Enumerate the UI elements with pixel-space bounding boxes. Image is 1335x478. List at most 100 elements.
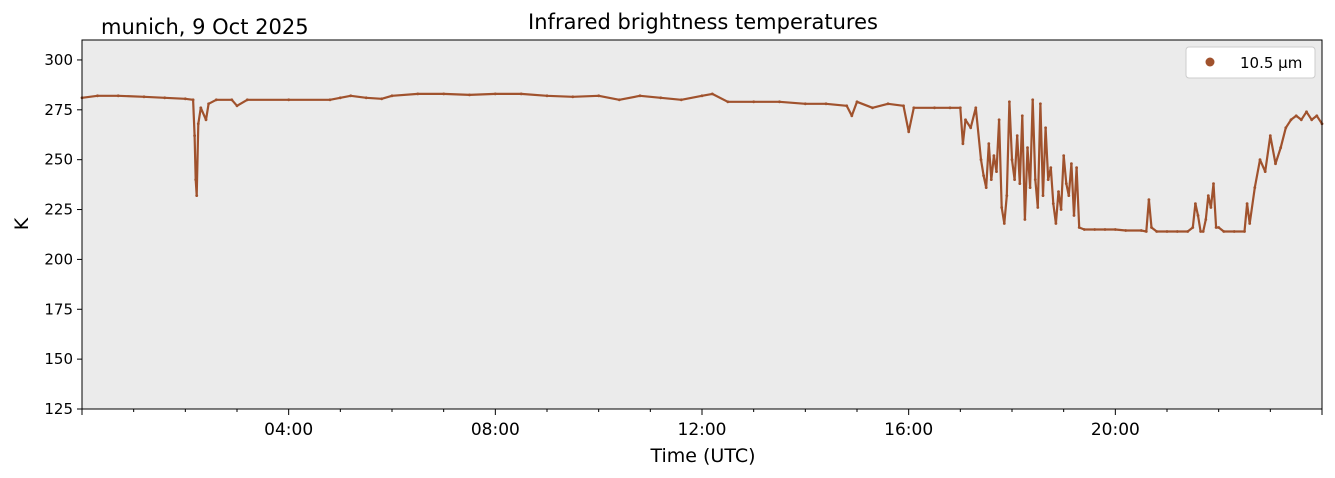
data-point [195,194,199,198]
legend-label: 10.5 µm [1240,54,1302,72]
data-point [1209,206,1213,209]
data-point [617,98,621,102]
data-point [1049,166,1053,170]
y-axis: 125 150 175 200 225 250 275 300 [44,51,82,418]
data-point [328,98,332,102]
data-point [1072,214,1076,217]
data-point [191,98,195,102]
data-point [1057,190,1060,194]
y-tick-label: 250 [44,151,73,169]
data-point [364,96,368,100]
data-point [1222,230,1226,233]
chart-title: Infrared brightness temperatures [528,10,878,34]
data-point [1000,206,1004,209]
data-point [142,95,146,99]
data-point [974,106,978,110]
data-point [1248,222,1252,225]
data-point [1028,186,1032,190]
data-point [287,98,291,102]
data-point [1147,198,1151,202]
data-point [230,98,234,102]
data-point [886,102,890,106]
data-point [1186,230,1190,233]
data-point [1214,226,1218,229]
data-point [907,130,911,134]
data-point [214,98,218,102]
data-point [1299,118,1303,122]
data-point [1039,102,1042,106]
data-point [1070,162,1073,166]
data-point [638,94,642,98]
x-axis: 04:00 08:00 12:00 16:00 20:00 [81,409,1323,440]
data-point [1077,226,1081,229]
data-point [1093,228,1097,231]
data-point [933,106,936,110]
data-point [1051,202,1055,206]
data-point [571,95,575,99]
data-point [1150,226,1153,229]
data-point [1284,126,1288,130]
legend-marker [1205,57,1215,67]
data-point [1294,114,1298,118]
data-point [1279,146,1283,150]
y-axis-label: K [11,217,33,230]
data-point [958,106,962,110]
data-point [912,106,916,110]
x-tick-label: 16:00 [884,420,933,440]
data-point [1217,226,1221,229]
data-point [442,92,446,96]
data-point [803,102,807,106]
data-point [1020,114,1024,118]
data-point [1165,230,1169,233]
data-point [1196,214,1200,217]
data-point [992,154,996,158]
data-point [1289,118,1293,122]
data-point [1175,230,1179,233]
data-point [726,100,730,104]
data-point [245,98,249,102]
data-point [519,92,523,96]
data-point [597,94,601,98]
data-point [1263,170,1267,174]
data-point [493,92,497,96]
data-point [1144,230,1148,233]
data-point [338,96,342,100]
data-point [1191,226,1195,229]
data-point [1062,154,1066,158]
data-point [1155,230,1159,233]
data-point [710,92,714,96]
data-point [1204,218,1208,221]
data-point [1005,194,1009,198]
data-point [349,94,353,98]
x-tick-label: 12:00 [678,420,727,440]
data-point [194,178,198,182]
data-point [984,186,988,190]
data-point [948,106,952,110]
data-point [1008,100,1011,104]
y-tick-label: 150 [44,350,73,368]
data-point [196,122,200,126]
data-point [390,94,394,98]
data-point [964,118,967,122]
data-point [1082,228,1086,231]
data-point [1274,162,1277,166]
data-point [204,118,208,122]
data-point [989,178,993,182]
data-point [1023,218,1027,221]
data-point [1059,208,1063,211]
data-point [969,126,973,130]
data-point [1253,186,1257,190]
data-point [96,94,99,98]
data-point [1232,230,1236,233]
data-point [199,106,203,110]
x-tick-label: 08:00 [471,420,520,440]
data-point [1305,110,1308,114]
data-point [1067,194,1071,198]
data-point [1033,178,1037,182]
data-point [995,170,998,174]
data-point [902,104,905,108]
data-point [1026,146,1029,150]
data-point [982,174,985,178]
data-point [1002,222,1006,225]
